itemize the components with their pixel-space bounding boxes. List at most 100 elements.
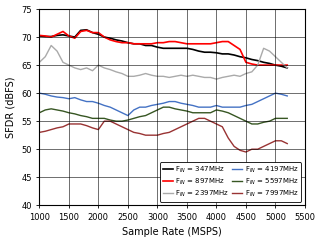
F$_{IN}$ = 2397MHz: [55, 50, 59, 52]
F$_{IN}$ = 5597MHz: [61, 110, 65, 113]
F$_{IN}$ = 4197MHz: [244, 104, 248, 107]
F$_{IN}$ = 2397MHz: [173, 75, 177, 78]
F$_{IN}$ = 897MHz: [91, 31, 94, 34]
F$_{IN}$ = 347MHz: [285, 66, 289, 69]
F$_{IN}$ = 897MHz: [38, 34, 41, 37]
F$_{IN}$ = 7997MHz: [256, 148, 260, 151]
F$_{IN}$ = 347MHz: [61, 33, 65, 36]
F$_{IN}$ = 897MHz: [185, 42, 189, 45]
F$_{IN}$ = 7997MHz: [55, 126, 59, 129]
F$_{IN}$ = 5597MHz: [250, 122, 254, 125]
F$_{IN}$ = 897MHz: [256, 64, 260, 67]
F$_{IN}$ = 5597MHz: [273, 117, 277, 120]
F$_{IN}$ = 5597MHz: [197, 111, 201, 114]
F$_{IN}$ = 2397MHz: [61, 61, 65, 64]
F$_{IN}$ = 7997MHz: [191, 120, 195, 123]
F$_{IN}$ = 5597MHz: [185, 110, 189, 113]
F$_{IN}$ = 7997MHz: [262, 145, 265, 148]
F$_{IN}$ = 4197MHz: [179, 102, 183, 105]
F$_{IN}$ = 7997MHz: [85, 124, 89, 127]
F$_{IN}$ = 4197MHz: [85, 100, 89, 103]
F$_{IN}$ = 347MHz: [97, 33, 100, 36]
F$_{IN}$ = 4197MHz: [197, 106, 201, 109]
F$_{IN}$ = 347MHz: [138, 42, 142, 45]
F$_{IN}$ = 347MHz: [91, 31, 94, 34]
F$_{IN}$ = 5597MHz: [79, 114, 82, 117]
F$_{IN}$ = 897MHz: [238, 48, 242, 51]
F$_{IN}$ = 347MHz: [120, 40, 124, 43]
F$_{IN}$ = 897MHz: [61, 30, 65, 33]
F$_{IN}$ = 5597MHz: [167, 106, 171, 109]
F$_{IN}$ = 347MHz: [209, 51, 213, 54]
F$_{IN}$ = 7997MHz: [238, 149, 242, 152]
F$_{IN}$ = 5597MHz: [97, 117, 100, 120]
F$_{IN}$ = 5597MHz: [226, 111, 230, 114]
F$_{IN}$ = 347MHz: [197, 50, 201, 52]
F$_{IN}$ = 4197MHz: [173, 100, 177, 103]
F$_{IN}$ = 347MHz: [161, 47, 165, 50]
F$_{IN}$ = 7997MHz: [214, 122, 218, 125]
F$_{IN}$ = 4197MHz: [238, 106, 242, 109]
F$_{IN}$ = 5597MHz: [244, 120, 248, 123]
F$_{IN}$ = 7997MHz: [102, 120, 106, 123]
F$_{IN}$ = 897MHz: [226, 40, 230, 43]
F$_{IN}$ = 897MHz: [144, 42, 148, 45]
F$_{IN}$ = 2397MHz: [144, 72, 148, 75]
F$_{IN}$ = 2397MHz: [73, 66, 77, 69]
F$_{IN}$ = 4197MHz: [144, 106, 148, 109]
F$_{IN}$ = 897MHz: [73, 37, 77, 40]
F$_{IN}$ = 2397MHz: [79, 68, 82, 71]
F$_{IN}$ = 347MHz: [67, 35, 71, 37]
F$_{IN}$ = 7997MHz: [155, 134, 159, 137]
F$_{IN}$ = 2397MHz: [250, 70, 254, 73]
F$_{IN}$ = 2397MHz: [209, 76, 213, 79]
F$_{IN}$ = 347MHz: [268, 62, 272, 65]
F$_{IN}$ = 347MHz: [85, 28, 89, 31]
F$_{IN}$ = 2397MHz: [221, 76, 224, 79]
F$_{IN}$ = 4197MHz: [221, 106, 224, 109]
F$_{IN}$ = 5597MHz: [144, 114, 148, 117]
F$_{IN}$ = 5597MHz: [120, 120, 124, 123]
F$_{IN}$ = 347MHz: [167, 47, 171, 50]
F$_{IN}$ = 7997MHz: [108, 120, 112, 123]
F$_{IN}$ = 347MHz: [132, 42, 136, 45]
F$_{IN}$ = 5597MHz: [85, 115, 89, 118]
F$_{IN}$ = 7997MHz: [73, 122, 77, 125]
F$_{IN}$ = 347MHz: [144, 44, 148, 47]
F$_{IN}$ = 2397MHz: [43, 55, 47, 58]
F$_{IN}$ = 4197MHz: [161, 102, 165, 105]
F$_{IN}$ = 5597MHz: [161, 106, 165, 109]
F$_{IN}$ = 347MHz: [108, 37, 112, 40]
F$_{IN}$ = 7997MHz: [221, 125, 224, 128]
F$_{IN}$ = 7997MHz: [197, 117, 201, 120]
F$_{IN}$ = 897MHz: [273, 64, 277, 67]
F$_{IN}$ = 5597MHz: [268, 120, 272, 123]
F$_{IN}$ = 347MHz: [102, 36, 106, 39]
F$_{IN}$ = 5597MHz: [221, 110, 224, 113]
X-axis label: Sample Rate (MSPS): Sample Rate (MSPS): [122, 227, 222, 237]
F$_{IN}$ = 4197MHz: [102, 104, 106, 107]
F$_{IN}$ = 7997MHz: [185, 122, 189, 125]
F$_{IN}$ = 5597MHz: [209, 111, 213, 114]
F$_{IN}$ = 5597MHz: [203, 111, 206, 114]
F$_{IN}$ = 347MHz: [191, 48, 195, 51]
F$_{IN}$ = 7997MHz: [203, 117, 206, 120]
F$_{IN}$ = 897MHz: [279, 64, 283, 67]
F$_{IN}$ = 347MHz: [150, 44, 153, 47]
F$_{IN}$ = 4197MHz: [43, 93, 47, 96]
F$_{IN}$ = 897MHz: [197, 42, 201, 45]
F$_{IN}$ = 7997MHz: [79, 122, 82, 125]
F$_{IN}$ = 897MHz: [173, 40, 177, 43]
Y-axis label: SFDR (dBFS): SFDR (dBFS): [5, 76, 15, 138]
F$_{IN}$ = 2397MHz: [179, 74, 183, 77]
Line: F$_{IN}$ = 897MHz: F$_{IN}$ = 897MHz: [39, 30, 287, 65]
F$_{IN}$ = 7997MHz: [226, 137, 230, 139]
F$_{IN}$ = 5597MHz: [38, 111, 41, 114]
F$_{IN}$ = 347MHz: [238, 55, 242, 58]
F$_{IN}$ = 2397MHz: [214, 78, 218, 81]
F$_{IN}$ = 4197MHz: [279, 93, 283, 96]
F$_{IN}$ = 5597MHz: [126, 119, 130, 122]
F$_{IN}$ = 4197MHz: [49, 95, 53, 97]
F$_{IN}$ = 347MHz: [55, 34, 59, 37]
F$_{IN}$ = 4197MHz: [250, 103, 254, 106]
